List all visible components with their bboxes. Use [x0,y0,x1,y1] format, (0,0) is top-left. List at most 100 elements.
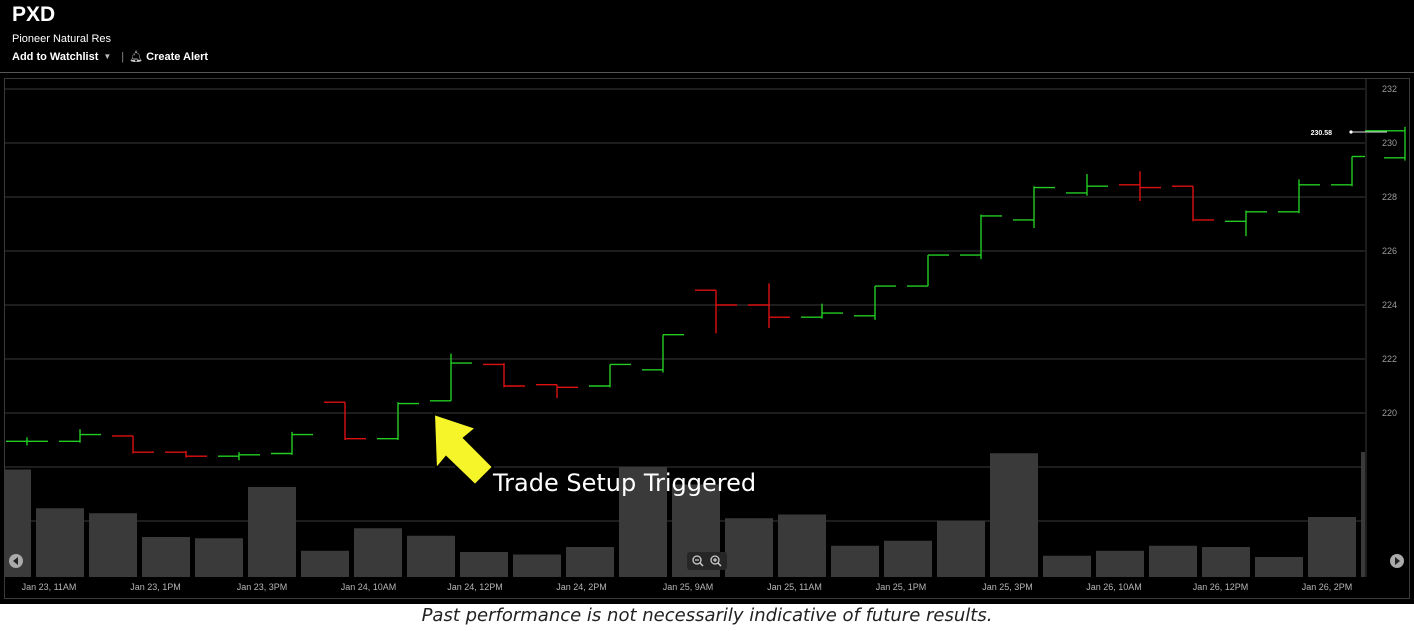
volume-bar [89,513,137,577]
create-alert-button[interactable]: Create Alert [146,50,209,63]
volume-bar [831,545,879,577]
y-tick-label: 230 [1382,138,1397,148]
chart-panel: 220 222 224 226 228 230 232 Jan 23, 11AM Jan 23… [4,78,1410,599]
quote-actions: Add to Watchlist ▼ | 🔔︎ Create Alert [12,50,209,64]
volume-bar [513,554,561,577]
x-tick-label: Jan 26, 2PM [1302,582,1353,592]
volume-bar [725,518,773,577]
volume-bar [884,540,932,577]
volume-bar [990,453,1038,577]
volume-bar [36,508,84,577]
ohlc-bar [483,363,525,388]
zoom-controls [687,552,727,570]
y-tick-label: 224 [1382,300,1397,310]
ohlc-bar [1066,174,1108,196]
disclaimer-text: Past performance is not necessarily indi… [421,605,993,626]
last-price-label: 230.58 [1311,130,1333,137]
x-tick-label: Jan 24, 10AM [341,582,397,592]
volume-bar [1255,557,1303,577]
x-tick-label: Jan 24, 12PM [447,582,503,592]
ohlc-bar [536,383,578,399]
x-tick-label: Jan 23, 3PM [237,582,288,592]
ohlc-bar [1119,171,1161,202]
volume-bar [460,552,508,577]
chevron-right-icon [1395,557,1400,565]
last-price-marker: 230.58 [1311,130,1387,137]
ohlc-bar [1365,126,1406,161]
ohlc-bar [1172,185,1214,222]
company-name: Pioneer Natural Res [12,33,112,45]
x-tick-label: Jan 25, 3PM [982,582,1033,592]
ohlc-bar [854,285,896,320]
x-axis-labels: Jan 23, 11AM Jan 23, 1PM Jan 23, 3PM Jan 24… [22,582,1353,592]
ohlc-bar [59,429,101,443]
x-tick-label: Jan 25, 1PM [876,582,927,592]
last-price-dot [1349,130,1353,134]
chevron-down-icon[interactable]: ▼ [103,52,112,61]
quote-header: PXD Pioneer Natural Res Add to Watchlist… [0,0,1414,72]
volume-bar [195,538,243,577]
zoom-out-icon[interactable] [692,555,704,567]
x-tick-label: Jan 23, 1PM [130,582,181,592]
chevron-left-icon [13,557,18,565]
header-divider [0,72,1414,73]
volume-bar [778,514,826,577]
x-tick-label: Jan 26, 12PM [1193,582,1249,592]
ohlc-bar [1278,179,1320,214]
ohlc-bar [165,450,207,458]
y-tick-label: 226 [1382,246,1397,256]
y-tick-label: 228 [1382,192,1397,202]
ohlc-bar [1225,210,1267,237]
scroll-right-button[interactable] [1390,554,1404,568]
volume-bar [1202,547,1250,577]
x-tick-label: Jan 25, 11AM [767,582,822,592]
volume-bar [1149,545,1197,577]
ohlc-bar [907,254,949,287]
bell-icon: 🔔︎ [129,51,144,63]
ohlc-bar [6,437,48,446]
ohlc-bar [589,363,631,388]
volume-bar [407,535,455,577]
y-tick-label: 222 [1382,354,1397,364]
volume-bars [5,452,1365,577]
ohlc-bars [6,126,1406,461]
x-tick-label: Jan 23, 11AM [22,582,77,592]
volume-bar [1308,517,1356,577]
y-tick-label: 232 [1382,84,1397,94]
ohlc-bar [324,401,366,440]
volume-bar [1361,452,1365,577]
trade-setup-annotation: Trade Setup Triggered [432,412,756,497]
scroll-left-button[interactable] [9,554,23,568]
y-tick-label: 220 [1382,408,1397,418]
x-tick-label: Jan 25, 9AM [663,582,714,592]
zoom-in-icon[interactable] [710,555,722,567]
volume-bar [566,547,614,577]
ohlc-bar [695,289,737,334]
volume-bar [1043,555,1091,577]
ohlc-bar [218,452,260,461]
action-separator: | [121,50,125,63]
ohlc-bar [112,435,154,454]
volume-bar [142,537,190,577]
ohlc-bar [377,402,419,440]
volume-bar [354,528,402,577]
add-to-watchlist-button[interactable]: Add to Watchlist [12,50,99,63]
volume-bar [937,520,985,577]
ohlc-bar [1013,186,1055,229]
volume-bar [619,467,667,577]
volume-bar [248,487,296,577]
x-tick-label: Jan 24, 2PM [556,582,607,592]
volume-bar [301,550,349,577]
ohlc-bar [801,303,843,319]
ohlc-bar [960,214,1002,260]
app-window: PXD Pioneer Natural Res Add to Watchlist… [0,0,1414,604]
ohlc-bar [1331,155,1365,187]
ohlc-bar [748,283,790,328]
volume-bar [1096,550,1144,577]
y-axis-labels: 220 222 224 226 228 230 232 [1382,84,1397,418]
x-tick-label: Jan 26, 10AM [1086,582,1142,592]
ticker-symbol: PXD [12,3,56,26]
ohlc-bar [642,333,684,373]
ohlc-bar [271,431,313,455]
